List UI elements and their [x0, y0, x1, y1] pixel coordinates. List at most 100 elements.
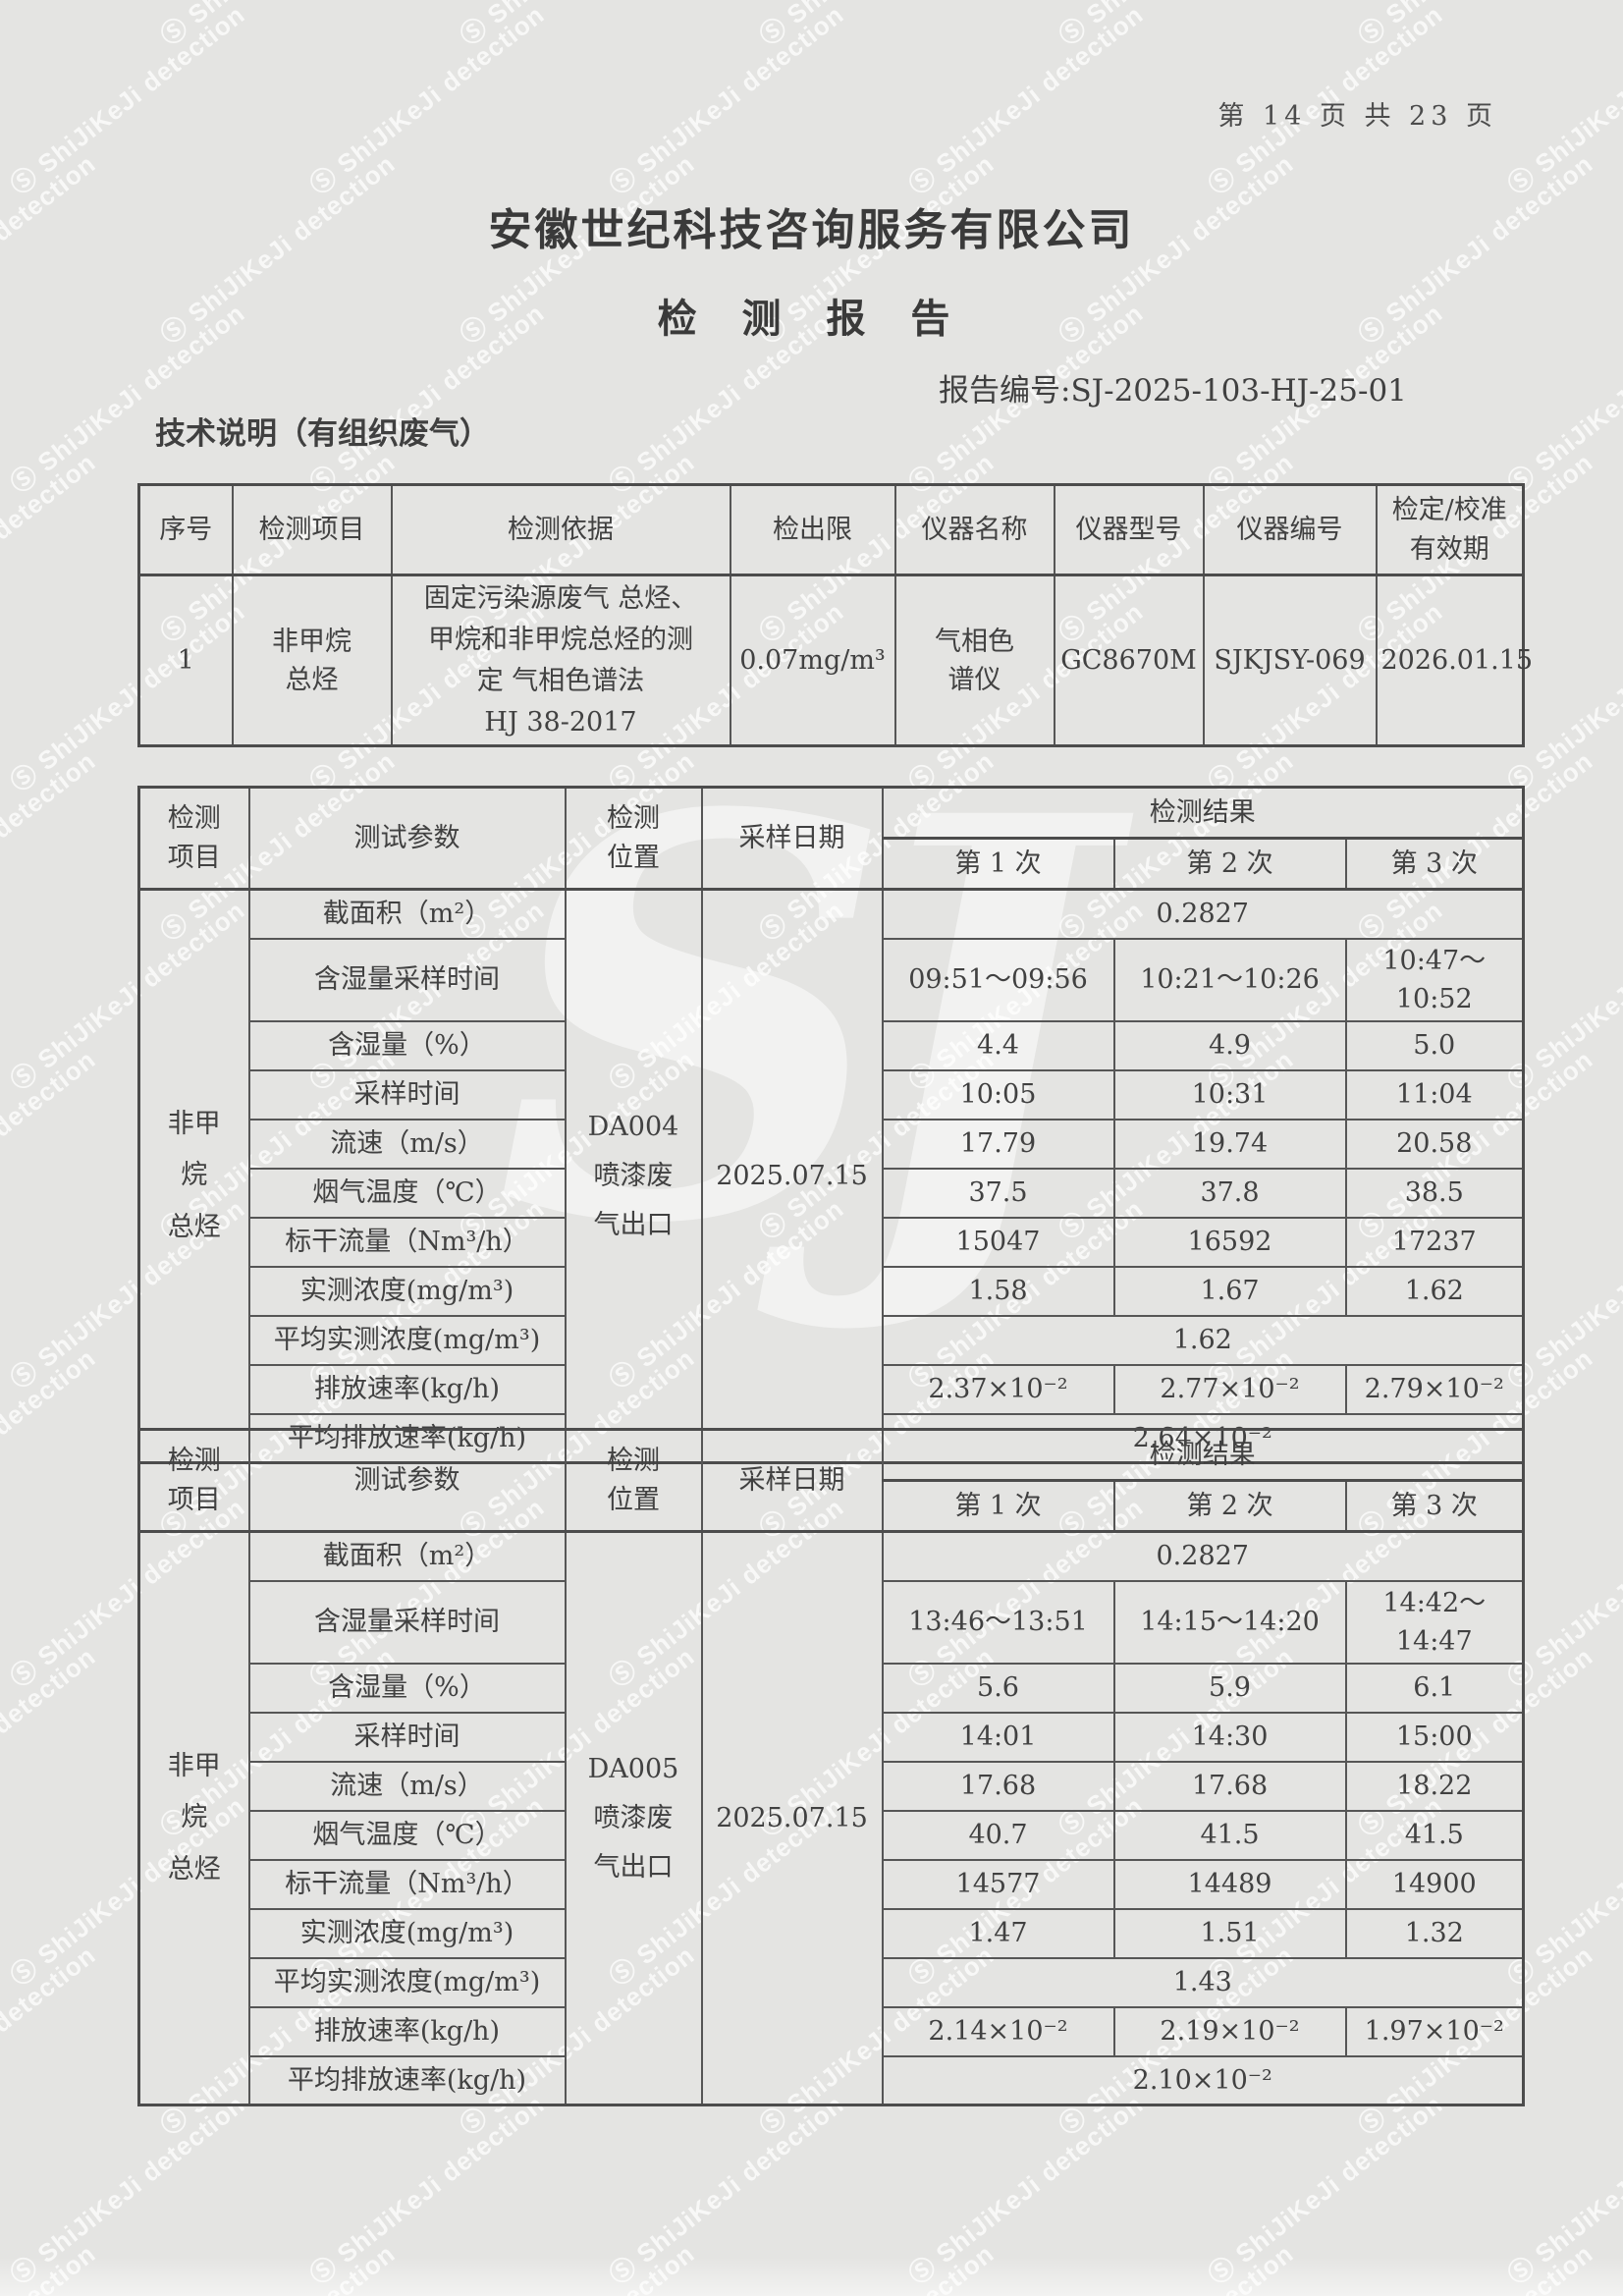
cell-date: 2025.07.15 [700, 1530, 884, 2106]
col-header-date: 采样日期 [700, 786, 884, 891]
col-header-param: 测试参数 [247, 786, 567, 891]
table-row: 实测浓度(mg/m³) 1.58 1.67 1.62 [139, 1265, 1525, 1317]
cell-value: 5.9 [1112, 1662, 1347, 1714]
table-row: 平均实测浓度(mg/m³) 1.43 [139, 1956, 1525, 2008]
col-header-location: 检测 位置 [564, 786, 703, 891]
col-header-run3: 第 3 次 [1344, 837, 1525, 891]
cell-value: 1.32 [1344, 1907, 1525, 1959]
cell-item: 非甲烷 总烃 [231, 574, 393, 747]
instrument-table-header-row: 序号 检测项目 检测依据 检出限 仪器名称 仪器型号 仪器编号 检定/校准 有效… [137, 483, 1525, 576]
cell-value: 40.7 [881, 1809, 1115, 1861]
table-row: 流速（m/s） 17.68 17.68 18.22 [139, 1760, 1525, 1812]
table-row: 采样时间 10:05 10:31 11:04 [139, 1068, 1525, 1121]
table-row: 标干流量（Nm³/h） 14577 14489 14900 [139, 1858, 1525, 1910]
cell-param: 截面积（m²） [247, 1530, 567, 1582]
cell-item: 非甲 烷 总烃 [137, 1530, 250, 2106]
cell-basis: 固定污染源废气 总烃、 甲烷和非甲烷总烃的测 定 气相色谱法 HJ 38-201… [390, 574, 731, 747]
cell-value: 38.5 [1344, 1167, 1525, 1219]
result-table-da004: 检测 项目 测试参数 检测 位置 采样日期 检测结果 第 1 次 第 2 次 第… [137, 786, 1525, 1465]
cell-param: 含湿量（%） [247, 1019, 567, 1071]
cell-value: 20.58 [1344, 1118, 1525, 1170]
cell-param: 烟气温度（℃） [247, 1167, 567, 1219]
cell-value: 1.58 [881, 1265, 1115, 1317]
cell-param: 平均实测浓度(mg/m³) [247, 1314, 567, 1366]
watermark-text: Ⓢ ShiJiKeJi detection [303, 0, 551, 201]
cell-value: 11:04 [1344, 1068, 1525, 1121]
watermark-text: Ⓢ ShiJiKeJi detection [902, 2089, 1150, 2291]
cell-value: 14:42～14:47 [1344, 1579, 1525, 1665]
watermark-text: Ⓢ ShiJiKeJi detection [303, 2089, 551, 2291]
cell-instrument: 气相色 谱仪 [893, 574, 1055, 747]
table-row: 含湿量采样时间 13:46～13:51 14:15～14:20 14:42～14… [139, 1579, 1525, 1665]
col-header-run2: 第 2 次 [1112, 1479, 1347, 1533]
cell-param: 截面积（m²） [247, 888, 567, 940]
cell-value: 14:30 [1112, 1711, 1347, 1763]
cell-value: 13:46～13:51 [881, 1579, 1115, 1665]
cell-param: 含湿量采样时间 [247, 1579, 567, 1665]
cell-merged-value: 1.43 [881, 1956, 1525, 2008]
cell-value: 6.1 [1344, 1662, 1525, 1714]
cell-value: 16592 [1112, 1216, 1347, 1268]
col-header-result: 检测结果 [881, 786, 1525, 840]
cell-param: 标干流量（Nm³/h） [247, 1216, 567, 1268]
cell-value: 09:51～09:56 [881, 937, 1115, 1022]
cell-value: 14:15～14:20 [1112, 1579, 1347, 1665]
cell-value: 17.68 [1112, 1760, 1347, 1812]
cell-value: 14489 [1112, 1858, 1347, 1910]
col-header-location: 检测 位置 [564, 1428, 703, 1533]
header-row-2: 第 1 次 第 2 次 第 3 次 [139, 1479, 1525, 1533]
cell-value: 4.9 [1112, 1019, 1347, 1071]
cell-value: 17.79 [881, 1118, 1115, 1170]
watermark-text: Ⓢ ShiJiKeJi detection [1202, 2089, 1449, 2291]
cell-value: 10:05 [881, 1068, 1115, 1121]
cell-value: 2.19×10⁻² [1112, 2005, 1347, 2057]
report-number: 报告编号:SJ-2025-103-HJ-25-01 [939, 373, 1407, 409]
table-row: 采样时间 14:01 14:30 15:00 [139, 1711, 1525, 1763]
cell-model: GC8670M [1053, 574, 1205, 747]
cell-param: 流速（m/s） [247, 1118, 567, 1170]
cell-merged-value: 2.10×10⁻² [881, 2054, 1525, 2106]
table-row: 平均排放速率(kg/h) 2.10×10⁻² [139, 2054, 1525, 2106]
cell-param: 含湿量（%） [247, 1662, 567, 1714]
watermark-text: Ⓢ ShiJiKeJi detection [603, 2089, 850, 2291]
cell-value: 41.5 [1344, 1809, 1525, 1861]
header-row-1: 检测 项目 测试参数 检测 位置 采样日期 检测结果 [137, 1428, 1525, 1533]
table-row: 烟气温度（℃） 40.7 41.5 41.5 [139, 1809, 1525, 1861]
col-header-run2: 第 2 次 [1112, 837, 1347, 891]
cell-merged-value: 0.2827 [881, 1530, 1525, 1582]
cell-value: 1.51 [1112, 1907, 1347, 1959]
watermark-text: Ⓢ ShiJiKeJi detection [603, 0, 850, 201]
header-row-2: 第 1 次 第 2 次 第 3 次 [139, 837, 1525, 891]
cell-value: 15047 [881, 1216, 1115, 1268]
cell-value: 4.4 [881, 1019, 1115, 1071]
page-number: 第 14 页 共 23 页 [1217, 101, 1497, 132]
cell-value: 2.37×10⁻² [881, 1363, 1115, 1415]
table-row: 烟气温度（℃） 37.5 37.8 38.5 [139, 1167, 1525, 1219]
cell-value: 5.6 [881, 1662, 1115, 1714]
cell-serial: SJKJSY-069 [1202, 574, 1378, 747]
cell-date: 2025.07.15 [700, 888, 884, 1464]
cell-param: 排放速率(kg/h) [247, 2005, 567, 2057]
watermark-text: Ⓢ ShiJiKeJi detection [4, 0, 251, 201]
col-header-run1: 第 1 次 [881, 837, 1115, 891]
cell-param: 排放速率(kg/h) [247, 1363, 567, 1415]
cell-value: 19.74 [1112, 1118, 1347, 1170]
col-header-item: 检测项目 [231, 483, 393, 576]
cell-value: 15:00 [1344, 1711, 1525, 1763]
cell-value: 10:31 [1112, 1068, 1347, 1121]
table-row: 含湿量采样时间 09:51～09:56 10:21～10:26 10:47～10… [139, 937, 1525, 1022]
cell-valid: 2026.01.15 [1375, 574, 1533, 747]
instrument-table: 序号 检测项目 检测依据 检出限 仪器名称 仪器型号 仪器编号 检定/校准 有效… [137, 483, 1533, 748]
cell-param: 平均排放速率(kg/h) [247, 2054, 567, 2106]
cell-param: 含湿量采样时间 [247, 937, 567, 1022]
table-row: 非甲 烷 总烃 截面积（m²） DA005 喷漆废 气出口 2025.07.15… [137, 1530, 1525, 2106]
cell-value: 2.77×10⁻² [1112, 1363, 1347, 1415]
col-header-run1: 第 1 次 [881, 1479, 1115, 1533]
report-title: 检 测 报 告 [657, 296, 966, 342]
col-header-model: 仪器型号 [1053, 483, 1205, 576]
cell-value: 5.0 [1344, 1019, 1525, 1071]
table-row: 排放速率(kg/h) 2.14×10⁻² 2.19×10⁻² 1.97×10⁻² [139, 2005, 1525, 2057]
cell-value: 1.97×10⁻² [1344, 2005, 1525, 2057]
col-header-serial: 仪器编号 [1202, 483, 1378, 576]
col-header-item: 检测 项目 [137, 786, 250, 891]
